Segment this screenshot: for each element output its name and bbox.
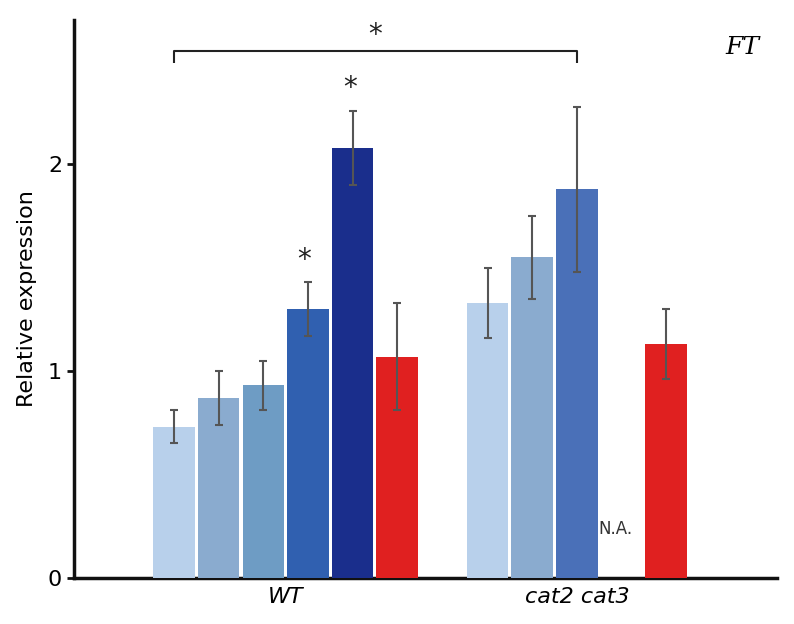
- Bar: [646, 344, 687, 578]
- Bar: [467, 303, 508, 578]
- Text: N.A.: N.A.: [599, 520, 633, 538]
- Bar: [376, 356, 418, 578]
- Text: *: *: [368, 21, 383, 49]
- Bar: [556, 189, 598, 578]
- Bar: [153, 427, 195, 578]
- Y-axis label: Relative expression: Relative expression: [17, 190, 37, 407]
- Text: *: *: [344, 74, 357, 102]
- Text: FT: FT: [726, 36, 760, 59]
- Bar: [332, 148, 373, 578]
- Bar: [198, 398, 240, 578]
- Bar: [242, 386, 284, 578]
- Text: *: *: [297, 246, 311, 274]
- Bar: [287, 309, 329, 578]
- Bar: [511, 257, 553, 578]
